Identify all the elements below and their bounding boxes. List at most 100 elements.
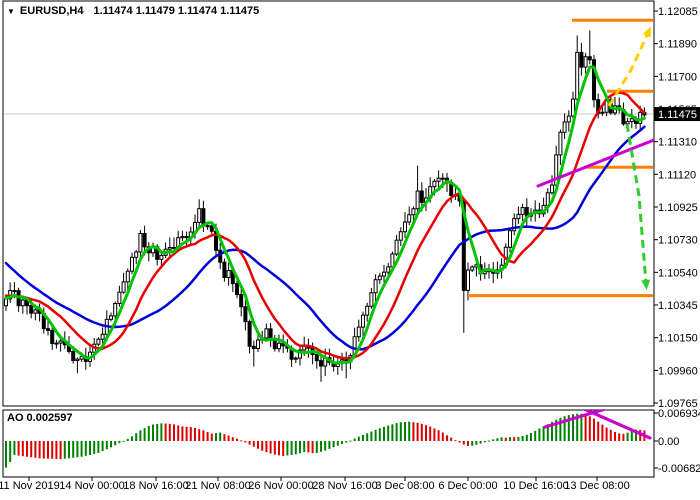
ao-bar bbox=[101, 441, 104, 452]
dropdown-arrow-icon[interactable]: ▼ bbox=[7, 7, 15, 16]
price-axis-label: 1.09765 bbox=[658, 398, 698, 410]
candle-body bbox=[46, 328, 50, 331]
forecast-arrow-down-head bbox=[641, 279, 651, 290]
ao-bar bbox=[572, 414, 574, 441]
candle-body bbox=[75, 358, 80, 362]
candle-body bbox=[302, 346, 307, 351]
ao-bar bbox=[269, 441, 272, 454]
candle-body bbox=[226, 269, 231, 278]
forecast-arrow-down[interactable] bbox=[625, 123, 648, 284]
ao-bar bbox=[143, 428, 146, 441]
candle-body bbox=[407, 214, 412, 223]
candle-body bbox=[29, 305, 34, 314]
candle-body bbox=[625, 121, 630, 125]
main-pane-content bbox=[4, 18, 654, 382]
ao-bar bbox=[215, 433, 217, 441]
ao-bar bbox=[198, 429, 201, 441]
ao-bar bbox=[17, 441, 20, 456]
ao-bar bbox=[483, 441, 486, 443]
ao-bar bbox=[173, 424, 175, 441]
ao-bar bbox=[601, 424, 604, 441]
candle-body bbox=[550, 184, 554, 194]
ao-bar bbox=[353, 438, 356, 441]
ao-bar bbox=[156, 423, 159, 441]
candle-body bbox=[218, 249, 223, 263]
candle-body bbox=[117, 291, 122, 304]
forecast-arrow-up[interactable] bbox=[607, 32, 650, 107]
candle-body bbox=[79, 356, 84, 360]
ao-bar bbox=[311, 441, 314, 454]
time-axis-label: 6 Dec 00:00 bbox=[438, 480, 497, 492]
candle-body bbox=[222, 261, 227, 278]
candle-body bbox=[403, 221, 407, 233]
ao-bar bbox=[294, 441, 297, 455]
candle-body bbox=[142, 232, 147, 248]
candle-body bbox=[398, 231, 403, 241]
candle-body bbox=[419, 190, 424, 203]
ao-bar bbox=[223, 434, 226, 441]
ao-bar bbox=[618, 433, 621, 441]
ao-bar bbox=[622, 433, 625, 441]
candle-body bbox=[566, 115, 571, 123]
ao-bar bbox=[458, 441, 461, 443]
ao-bar bbox=[391, 424, 394, 441]
price-axis-label: 1.11120 bbox=[658, 169, 696, 181]
ao-bar bbox=[567, 415, 570, 441]
ao-bar bbox=[504, 437, 507, 441]
candle-body bbox=[466, 269, 470, 291]
ao-bar bbox=[185, 426, 188, 441]
ao-pane-content bbox=[5, 407, 652, 468]
ao-bar bbox=[13, 441, 16, 455]
price-axis[interactable]: 1.120851.118901.117001.115051.113101.111… bbox=[654, 6, 700, 475]
candle-body bbox=[356, 326, 361, 338]
candle-body bbox=[369, 292, 374, 307]
candle-body bbox=[298, 349, 302, 359]
ao-bar bbox=[349, 440, 352, 442]
ao-bar bbox=[404, 421, 406, 441]
ao-bar bbox=[525, 434, 528, 441]
ao-bar bbox=[181, 426, 184, 441]
ao-bar bbox=[605, 427, 608, 441]
candle-body bbox=[361, 314, 365, 328]
candle-body bbox=[100, 333, 105, 340]
indicator-label: AO 0.002597 bbox=[7, 412, 73, 424]
time-axis-label: 21 Nov 08:00 bbox=[185, 480, 250, 492]
main-trendline[interactable] bbox=[536, 138, 654, 188]
ao-bar bbox=[34, 441, 37, 458]
ao-bar bbox=[307, 441, 310, 453]
ao-bar bbox=[51, 441, 54, 459]
candle-body bbox=[50, 329, 55, 345]
candle-body bbox=[33, 309, 38, 314]
ao-bar bbox=[315, 441, 318, 453]
ao-trendline-a[interactable] bbox=[543, 407, 612, 429]
ao-bar bbox=[252, 441, 255, 447]
candle-body bbox=[167, 247, 172, 250]
time-axis-label: 13 Dec 08:00 bbox=[564, 480, 629, 492]
candle-body bbox=[109, 315, 113, 320]
ao-bar bbox=[63, 441, 66, 459]
ao-bar bbox=[84, 441, 87, 456]
candle-body bbox=[432, 180, 437, 188]
ao-bar bbox=[290, 441, 293, 455]
ao-bar bbox=[164, 423, 167, 441]
candle-body bbox=[172, 247, 176, 250]
ao-bar bbox=[320, 441, 322, 452]
ohlc-values: 1.11474 1.11479 1.11474 1.11475 bbox=[93, 5, 260, 17]
main-price-pane[interactable] bbox=[2, 0, 655, 407]
candle-body bbox=[251, 345, 256, 350]
ao-trendline-b[interactable] bbox=[582, 409, 652, 440]
ma-mid-line bbox=[4, 91, 646, 360]
ao-bar bbox=[248, 441, 251, 445]
ao-bar bbox=[244, 441, 247, 443]
candle-body bbox=[121, 281, 126, 293]
candle-body bbox=[184, 236, 189, 239]
ao-bar bbox=[626, 432, 629, 441]
ao-bar bbox=[219, 432, 222, 441]
ao-bar bbox=[55, 441, 58, 459]
ao-bar bbox=[538, 428, 541, 441]
ao-bar bbox=[639, 429, 642, 441]
candle-body bbox=[411, 208, 416, 216]
